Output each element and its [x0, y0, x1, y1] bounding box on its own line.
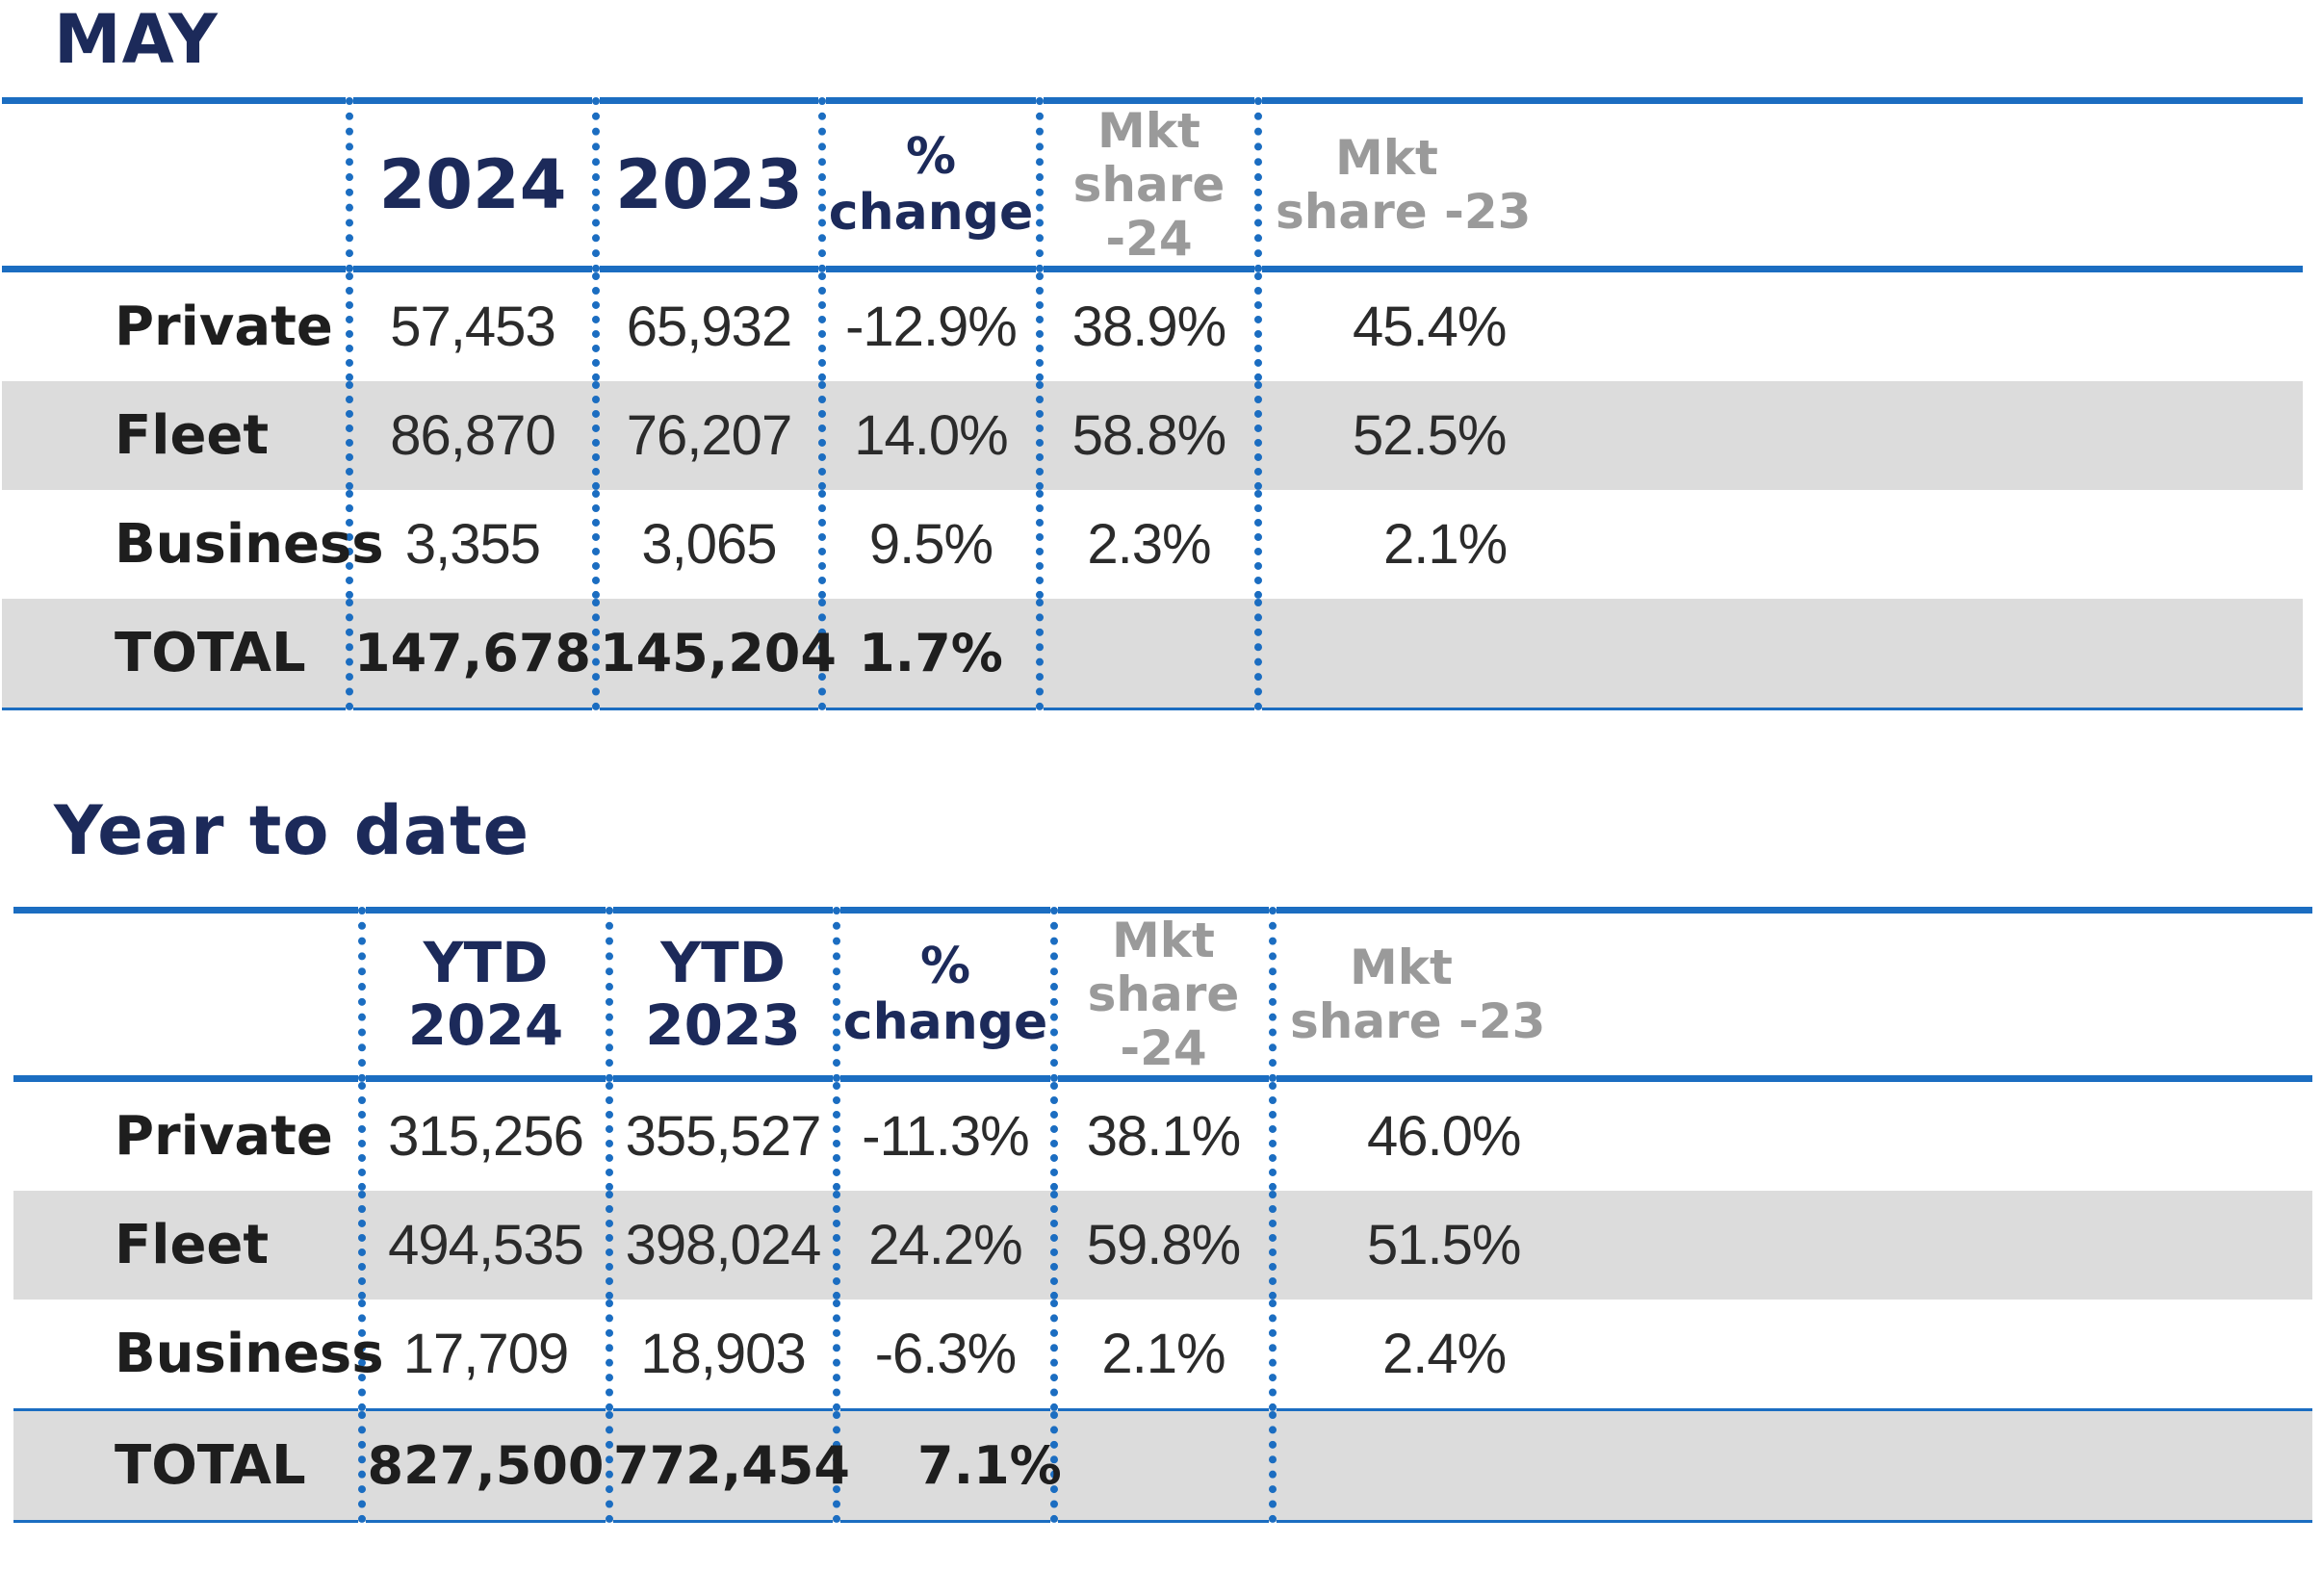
cell-ytd-2024: 827,500	[358, 1408, 609, 1523]
header-label-cell	[13, 907, 362, 1082]
header-change-word: change	[842, 993, 1048, 1051]
cell-ytd-2024: 315,256	[358, 1078, 609, 1191]
row-label: Business	[115, 1323, 384, 1385]
cell-2023: 145,204	[592, 599, 837, 710]
row-label: TOTAL	[13, 1408, 362, 1523]
header-mkt-word: Mkt	[1097, 103, 1200, 159]
cell-share-24: 59.8%	[1050, 1191, 1273, 1300]
table-row-fleet: Fleet 494,535 398,024 24.2% 59.8% 51.5%	[13, 1191, 2312, 1300]
cell-share-23	[1254, 599, 2303, 710]
section-title-ytd: Year to date	[54, 791, 530, 870]
cell-share-23: 46.0%	[1269, 1078, 2312, 1191]
header-pct-symbol: %	[905, 127, 957, 186]
header-2024: 2024	[346, 97, 596, 272]
table-row-business: Business 17,709 18,903 -6.3% 2.1% 2.4%	[13, 1300, 2312, 1410]
header-pct-change: % change	[833, 907, 1054, 1082]
header-ytd-2023: YTD 2023	[606, 907, 837, 1082]
header-mkt-share-23: Mkt share -23	[1269, 907, 2312, 1082]
cell-share-24: 58.8%	[1036, 381, 1258, 490]
cell-ytd-2023: 772,454	[606, 1408, 850, 1523]
cell-2024: 86,870	[346, 381, 596, 490]
header-mkt-share-23: Mkt share -23	[1254, 97, 2303, 272]
header-row: 2024 2023 % change Mkt share -24 Mkt sha…	[2, 97, 2303, 272]
header-share-23-word: share -23	[1276, 184, 1532, 240]
cell-ytd-2024: 17,709	[358, 1300, 609, 1410]
header-label-cell	[2, 97, 349, 272]
header-pct-symbol: %	[919, 937, 971, 995]
cell-pct-change: 9.5%	[818, 490, 1040, 599]
table-row-private: Private 315,256 355,527 -11.3% 38.1% 46.…	[13, 1078, 2312, 1191]
cell-pct-change: 14.0%	[818, 381, 1040, 490]
cell-share-23: 45.4%	[1254, 269, 2303, 381]
cell-pct-change: 1.7%	[818, 599, 1040, 710]
row-label: Private	[115, 1105, 333, 1168]
table-row-total: TOTAL 147,678 145,204 1.7%	[2, 599, 2303, 710]
cell-share-24: 2.3%	[1036, 490, 1258, 599]
cell-ytd-2023: 355,527	[606, 1078, 837, 1191]
header-share-23-word: share -23	[1290, 993, 1546, 1049]
header-mkt-word: Mkt	[1112, 913, 1215, 968]
header-mkt-word: Mkt	[1350, 940, 1453, 995]
may-registrations-table: 2024 2023 % change Mkt share -24 Mkt sha…	[2, 97, 2303, 710]
cell-2023: 65,932	[592, 269, 822, 381]
ytd-registrations-table: YTD 2024 YTD 2023 % change Mkt share -24…	[13, 907, 2312, 1523]
cell-2024: 3,355	[346, 490, 596, 599]
table-row-private: Private 57,453 65,932 -12.9% 38.9% 45.4%	[2, 269, 2303, 381]
cell-pct-change: 7.1%	[833, 1408, 1062, 1523]
cell-share-23: 51.5%	[1269, 1191, 2312, 1300]
row-label: TOTAL	[2, 599, 349, 710]
table-row-total: TOTAL 827,500 772,454 7.1%	[13, 1408, 2312, 1523]
header-mkt-share-24: Mkt share -24	[1036, 97, 1258, 272]
cell-share-24: 38.9%	[1036, 269, 1258, 381]
cell-2023: 76,207	[592, 381, 822, 490]
header-share-24-word: share -24	[1087, 966, 1240, 1076]
cell-2024: 57,453	[346, 269, 596, 381]
table-row-fleet: Fleet 86,870 76,207 14.0% 58.8% 52.5%	[2, 381, 2303, 490]
cell-2024: 147,678	[346, 599, 596, 710]
row-label: Fleet	[13, 1191, 362, 1300]
header-pct-change: % change	[818, 97, 1040, 272]
cell-2023: 3,065	[592, 490, 822, 599]
section-title-may: MAY	[54, 0, 219, 79]
cell-share-23: 52.5%	[1254, 381, 2303, 490]
row-label: Fleet	[2, 381, 349, 490]
cell-share-24	[1036, 599, 1258, 710]
header-row: YTD 2024 YTD 2023 % change Mkt share -24…	[13, 907, 2312, 1082]
cell-pct-change: -12.9%	[818, 269, 1040, 381]
header-2023: 2023	[592, 97, 822, 272]
table-row-business: Business 3,355 3,065 9.5% 2.3% 2.1%	[2, 490, 2303, 599]
row-label: Business	[115, 513, 384, 576]
row-label: Private	[115, 296, 333, 358]
cell-pct-change: -11.3%	[833, 1078, 1054, 1191]
cell-share-24: 2.1%	[1050, 1300, 1273, 1410]
cell-ytd-2024: 494,535	[358, 1191, 609, 1300]
header-ytd-2024: YTD 2024	[358, 907, 609, 1082]
header-mkt-word: Mkt	[1335, 130, 1438, 186]
header-mkt-share-24: Mkt share -24	[1050, 907, 1273, 1082]
cell-share-23: 2.4%	[1269, 1300, 2312, 1410]
cell-pct-change: -6.3%	[833, 1300, 1054, 1410]
cell-share-23: 2.1%	[1254, 490, 2303, 599]
cell-share-23	[1269, 1408, 2312, 1523]
cell-share-24: 38.1%	[1050, 1078, 1273, 1191]
header-change-word: change	[828, 184, 1034, 242]
cell-share-24	[1050, 1408, 1273, 1523]
cell-ytd-2023: 18,903	[606, 1300, 837, 1410]
cell-ytd-2023: 398,024	[606, 1191, 837, 1300]
cell-pct-change: 24.2%	[833, 1191, 1054, 1300]
header-share-24-word: share -24	[1072, 157, 1226, 267]
